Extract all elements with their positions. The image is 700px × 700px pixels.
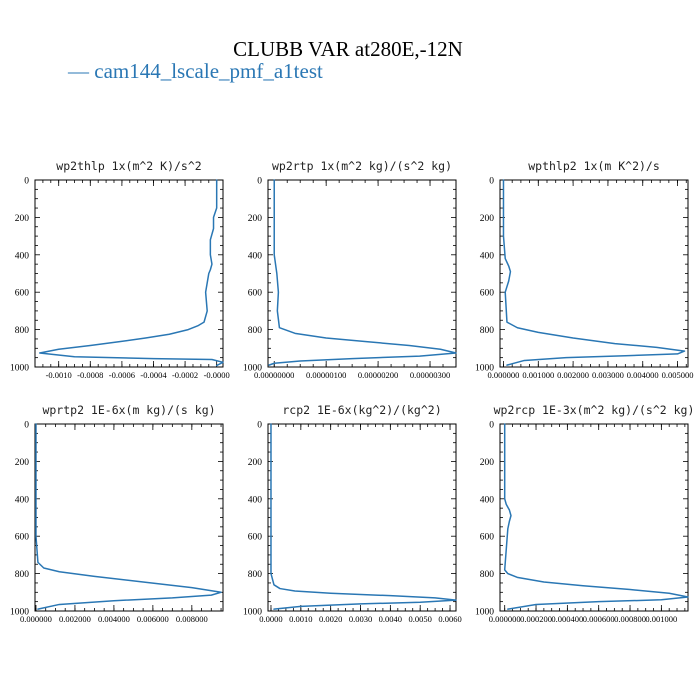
x-tick-label: 0.00000000 bbox=[254, 370, 294, 380]
x-tick-label: 0.000600 bbox=[583, 614, 615, 624]
x-tick-label: 0.000400 bbox=[551, 614, 583, 624]
chart-panel-2: wp2rtp 1x(m^2 kg)/(s^2 kg) 0 200 400 600 800 1… bbox=[243, 159, 457, 380]
series-line bbox=[503, 423, 689, 610]
x-tick-label: 0.000000 bbox=[20, 614, 52, 624]
y-tick-label: 600 bbox=[248, 289, 263, 299]
chart-panel-1: wp2thlp 1x(m^2 K)/s^2 0 200 400 600 800 1000 -0… bbox=[10, 159, 230, 380]
y-tick-label: 0 bbox=[24, 421, 29, 431]
panel-title: wprtp2 1E-6x(m kg)/(s kg) bbox=[42, 403, 215, 417]
series-line bbox=[35, 423, 222, 610]
x-tick-label: 0.00000300 bbox=[410, 370, 450, 380]
y-tick-label: 200 bbox=[248, 214, 263, 224]
x-tick-label: 0.0060 bbox=[438, 614, 461, 624]
x-tick-label: 0.00000200 bbox=[358, 370, 398, 380]
y-tick-label: 200 bbox=[480, 214, 495, 224]
series-line bbox=[270, 423, 457, 610]
x-tick-label: 0.000000 bbox=[488, 370, 520, 380]
plot-frame bbox=[499, 179, 689, 368]
figure-title: CLUBB VAR at280E,-12N bbox=[233, 37, 463, 61]
x-tick-label: 0.000800 bbox=[614, 614, 646, 624]
x-tick-label: -0.0002 bbox=[172, 370, 198, 380]
y-tick-label: 400 bbox=[480, 251, 495, 261]
series-line bbox=[502, 179, 686, 366]
y-tick-label: 600 bbox=[480, 289, 495, 299]
x-tick-label: 0.002000 bbox=[59, 614, 91, 624]
legend-entry: — cam144_lscale_pmf_a1test bbox=[67, 59, 323, 83]
y-tick-label: 400 bbox=[15, 495, 30, 505]
y-tick-label: 0 bbox=[489, 177, 494, 187]
y-tick-label: 0 bbox=[257, 177, 262, 187]
x-tick-label: 0.0050 bbox=[409, 614, 432, 624]
series-line bbox=[38, 179, 224, 367]
y-tick-label: 200 bbox=[248, 458, 263, 468]
y-tick-label: 1000 bbox=[10, 364, 29, 374]
x-tick-label: 0.001000 bbox=[645, 614, 677, 624]
y-tick-label: 1000 bbox=[475, 364, 494, 374]
x-tick-label: 0.0020 bbox=[319, 614, 342, 624]
chart-panel-3: wpthlp2 1x(m K^2)/s020040060080010000.00… bbox=[475, 159, 693, 380]
y-tick-label: 600 bbox=[480, 533, 495, 543]
y-tick-label: 400 bbox=[480, 495, 495, 505]
y-tick-label: 400 bbox=[15, 251, 30, 261]
x-tick-label: 0.0000 bbox=[259, 614, 282, 624]
y-tick-label: 800 bbox=[15, 326, 30, 336]
x-tick-label: 0.004000 bbox=[98, 614, 130, 624]
x-tick-label: 0.008000 bbox=[176, 614, 208, 624]
panel-title: wp2thlp 1x(m^2 K)/s^2 bbox=[56, 159, 201, 173]
y-tick-label: 800 bbox=[248, 570, 263, 580]
y-tick-label: 1000 bbox=[243, 364, 262, 374]
x-tick-label: 0.003000 bbox=[592, 370, 624, 380]
x-tick-label: 0.005000 bbox=[662, 370, 694, 380]
y-tick-label: 200 bbox=[15, 458, 30, 468]
panel-title: wp2rtp 1x(m^2 kg)/(s^2 kg) bbox=[272, 159, 452, 173]
x-tick-label: -0.0006 bbox=[109, 370, 135, 380]
plot-frame bbox=[267, 179, 457, 368]
x-tick-label: 0.006000 bbox=[137, 614, 169, 624]
panel-title: wpthlp2 1x(m K^2)/s bbox=[528, 159, 660, 173]
y-tick-label: 800 bbox=[15, 570, 30, 580]
x-tick-label: 0.000000 bbox=[489, 614, 521, 624]
y-tick-label: 800 bbox=[248, 326, 263, 336]
x-tick-label: -0.0010 bbox=[46, 370, 72, 380]
plot-frame bbox=[34, 423, 224, 612]
y-tick-label: 0 bbox=[489, 421, 494, 431]
x-tick-label: 0.004000 bbox=[627, 370, 659, 380]
y-tick-label: 200 bbox=[480, 458, 495, 468]
x-tick-label: 0.001000 bbox=[522, 370, 554, 380]
plot-frame bbox=[34, 179, 224, 368]
x-tick-label: -0.0000 bbox=[204, 370, 230, 380]
y-tick-label: 0 bbox=[24, 177, 29, 187]
panel-title: rcp2 1E-6x(kg^2)/(kg^2) bbox=[282, 403, 441, 417]
y-tick-label: 1000 bbox=[475, 608, 494, 618]
y-tick-label: 600 bbox=[15, 289, 30, 299]
y-tick-label: 0 bbox=[257, 421, 262, 431]
panel-grid: wp2thlp 1x(m^2 K)/s^2 0 200 400 600 800 1000 -0… bbox=[10, 159, 694, 624]
x-tick-label: -0.0004 bbox=[140, 370, 167, 380]
series-line bbox=[268, 179, 457, 366]
x-tick-label: 0.0040 bbox=[379, 614, 402, 624]
y-tick-label: 800 bbox=[480, 570, 495, 580]
chart-panel-6: wp2rcp 1E-3x(m^2 kg)/(s^2 kg)0 200 400 600 8… bbox=[475, 403, 694, 624]
y-tick-label: 1000 bbox=[10, 608, 29, 618]
y-tick-label: 400 bbox=[248, 251, 263, 261]
x-tick-label: 0.0010 bbox=[289, 614, 312, 624]
chart-panel-4: wprtp2 1E-6x(m kg)/(s kg) 0 200 400 600 800 10… bbox=[10, 403, 224, 624]
y-tick-label: 800 bbox=[480, 326, 495, 336]
x-tick-label: 0.00000100 bbox=[306, 370, 346, 380]
plot-frame bbox=[267, 423, 457, 612]
y-tick-label: 600 bbox=[15, 533, 30, 543]
y-tick-label: 1000 bbox=[243, 608, 262, 618]
x-tick-label: 0.000200 bbox=[520, 614, 552, 624]
x-tick-label: 0.0030 bbox=[349, 614, 372, 624]
x-tick-label: -0.0008 bbox=[77, 370, 103, 380]
panel-title: wp2rcp 1E-3x(m^2 kg)/(s^2 kg) bbox=[494, 403, 695, 417]
y-tick-label: 400 bbox=[248, 495, 263, 505]
plot-frame bbox=[499, 423, 689, 612]
y-tick-label: 600 bbox=[248, 533, 263, 543]
chart-panel-5: rcp2 1E-6x(kg^2)/(kg^2) 0 200 400 600 800 1000… bbox=[243, 403, 462, 624]
x-tick-label: 0.002000 bbox=[557, 370, 589, 380]
y-tick-label: 200 bbox=[15, 214, 30, 224]
